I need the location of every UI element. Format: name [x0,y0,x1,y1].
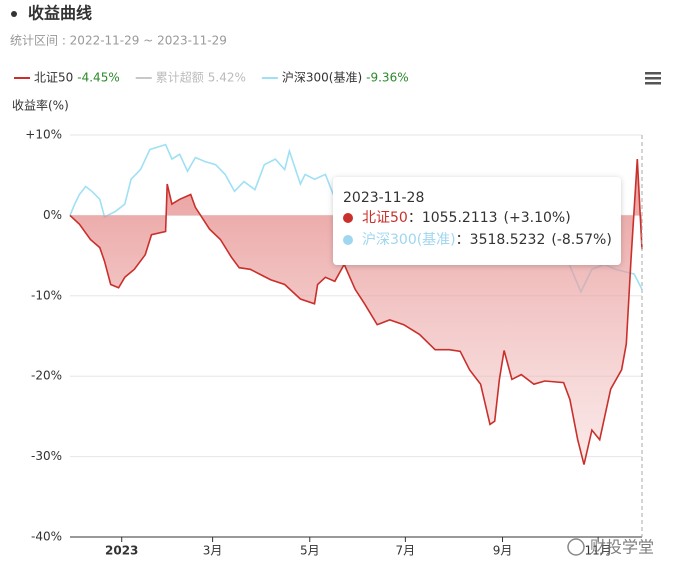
y-tick-label: -40% [31,530,62,544]
y-tick-label: -20% [31,369,62,383]
menu-icon[interactable] [645,72,661,85]
title: 收益曲线 [28,4,92,23]
legend-name: 北证50 [34,71,73,85]
y-tick-label: +10% [25,128,62,142]
tooltip-dot [343,213,353,223]
x-tick-label: 11月 [584,544,611,558]
tooltip-name: 沪深300(基准) [362,231,456,248]
tooltip-value: 1055.2113 [422,210,498,226]
tooltip-change: (+3.10%) [504,210,571,226]
tooltip-date: 2023-11-28 [343,190,424,206]
watermark: 财投学堂 [590,538,654,557]
y-tick-label: -30% [31,449,62,463]
x-tick-label: 5月 [300,544,320,558]
subtitle: 统计区间 : 2022-11-29 ~ 2023-11-29 [10,34,227,48]
tooltip-value: 3518.5232 [470,232,546,248]
legend-name: 累计超额 [156,70,204,85]
y-tick-label: -10% [31,288,62,302]
tooltip-change: (-8.57%) [551,232,611,248]
bullet [11,11,17,17]
x-tick-label: 2023 [105,544,138,558]
legend-value: -9.36% [366,71,408,85]
x-tick-label: 9月 [493,544,513,558]
tooltip-dot [343,235,353,245]
legend-value: -4.45% [77,71,119,85]
y-tick-label: 0% [43,208,62,222]
x-tick-label: 3月 [203,544,223,558]
tooltip-name: 北证50 [362,210,408,226]
tooltip-sep: ： [456,232,470,248]
tooltip-sep: ： [408,210,422,226]
legend-value: 5.42% [208,71,246,85]
watermark-icon [567,538,585,556]
x-tick-label: 7月 [396,544,416,558]
legend-name: 沪深300(基准) [282,71,362,85]
y-axis-label: 收益率(%) [12,98,69,113]
tooltip-box [333,177,621,265]
